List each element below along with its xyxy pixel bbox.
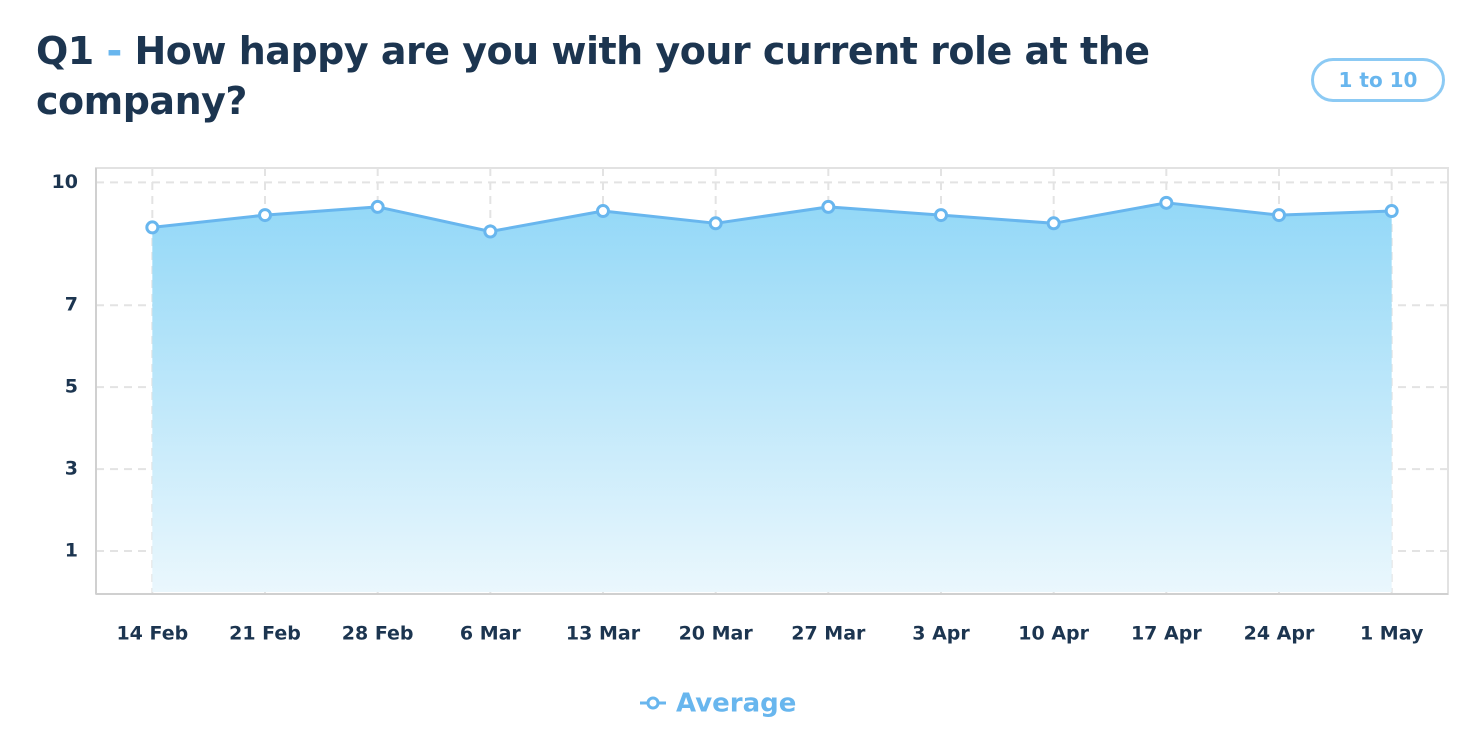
legend-label: Average <box>676 689 796 719</box>
point <box>1046 216 1061 231</box>
x-tick-label: 13 Mar <box>566 623 641 645</box>
legend-marker <box>646 696 660 710</box>
point <box>145 220 160 235</box>
x-tick-label: 6 Mar <box>460 623 522 645</box>
point <box>483 224 498 239</box>
x-tick-label: 3 Apr <box>912 623 970 645</box>
point <box>370 199 385 214</box>
y-tick-label: 10 <box>52 171 78 193</box>
point <box>708 216 723 231</box>
x-tick-label: 27 Mar <box>791 623 866 645</box>
point <box>1384 204 1399 219</box>
point <box>934 208 948 223</box>
x-tick-label: 20 Mar <box>679 623 754 645</box>
x-tick-label: 17 Apr <box>1131 623 1202 645</box>
x-tick-label: 21 Feb <box>229 623 301 645</box>
x-tick-label: 1 May <box>1360 623 1424 645</box>
point <box>596 204 610 219</box>
separator: - <box>106 29 122 73</box>
y-tick-label: 3 <box>65 458 78 480</box>
scale-badge[interactable]: 1 to 10 <box>1311 58 1445 102</box>
point <box>1159 195 1174 210</box>
y-tick-label: 7 <box>65 294 78 316</box>
line <box>152 201 1392 233</box>
y-tick-label: 5 <box>65 376 78 398</box>
area <box>152 202 1392 592</box>
y-tick-label: 1 <box>65 540 78 562</box>
x-tick-label: 10 Apr <box>1018 623 1089 645</box>
point <box>1272 208 1286 223</box>
question-number: Q1 <box>36 29 94 73</box>
title: Q1 - How happy are you with your current… <box>36 26 1196 126</box>
x-tick-label: 28 Feb <box>342 623 414 645</box>
x-tick-label: 14 Feb <box>116 623 188 645</box>
point <box>258 208 272 223</box>
question-text: How happy are you with your current role… <box>36 29 1150 123</box>
point <box>821 199 836 214</box>
x-tick-label: 24 Apr <box>1244 623 1315 645</box>
